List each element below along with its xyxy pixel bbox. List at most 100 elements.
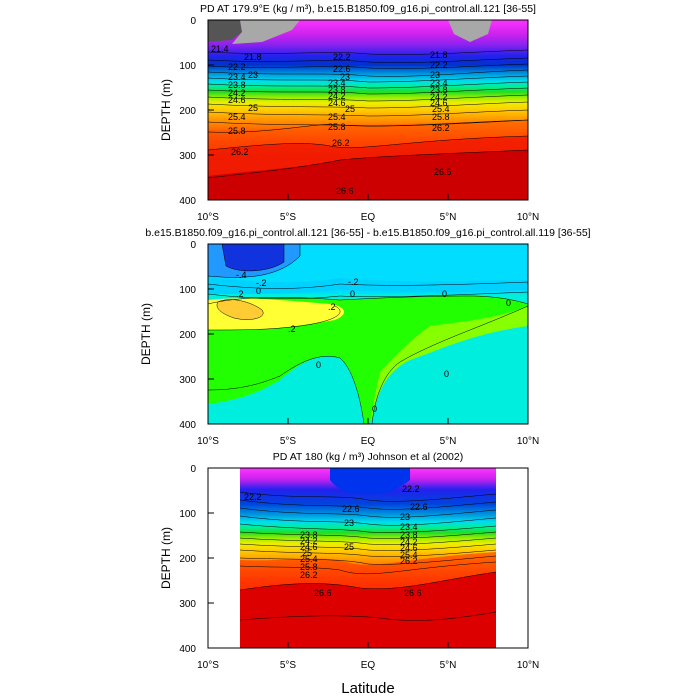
y-tick-label: 400 [179, 420, 196, 431]
contour-label: 24.2 [400, 537, 418, 547]
panel-1-ylabel: DEPTH (m) [159, 79, 173, 141]
contour-label: 24.6 [400, 543, 418, 553]
contour-label: 25.4 [432, 104, 450, 114]
contour-label: 25.4 [400, 550, 418, 560]
contour-label: 26.2 [231, 147, 249, 157]
panel-1-ticks [207, 19, 529, 201]
contour-label: 22.2 [402, 484, 420, 494]
panel-2-contours [208, 244, 528, 424]
panel-2-contour-labels: -.4 -.2 0 .2 -.2 0 .2 .2 0 0 0 0 0 [236, 270, 511, 414]
x-tick-label: 5°S [280, 660, 297, 671]
panel-2-y-tick-labels: 0 100 200 300 400 [179, 240, 196, 431]
contour-label: 25 [345, 104, 355, 114]
x-axis-label: Latitude [341, 680, 394, 697]
contour-label: 0 [350, 289, 355, 299]
contour-label: 26.2 [332, 138, 350, 148]
x-tick-label: 10°N [517, 660, 539, 671]
contour-label: 23 [248, 70, 258, 80]
contour-label: .2 [328, 302, 336, 312]
contour-label: -.2 [348, 277, 359, 287]
y-tick-label: 400 [179, 196, 196, 207]
x-tick-label: 5°N [440, 436, 457, 447]
x-tick-label: EQ [361, 212, 376, 223]
contour-label: 25.8 [432, 112, 450, 122]
panel-3-ticks [207, 467, 529, 649]
y-tick-label: 400 [179, 644, 196, 655]
y-tick-label: 0 [190, 240, 196, 251]
panel-3: PD AT 180 (kg / m³) Johnson et al (2002)… [159, 451, 539, 671]
y-tick-label: 100 [179, 61, 196, 72]
x-tick-label: 10°S [197, 660, 219, 671]
contour-label: 25.8 [228, 126, 246, 136]
contour-label: 26.6 [336, 186, 354, 196]
contour-label: 23.8 [400, 530, 418, 540]
contour-label: 23 [400, 512, 410, 522]
x-tick-label: 5°S [280, 436, 297, 447]
contour-label: 24.2 [328, 91, 346, 101]
y-tick-label: 0 [190, 16, 196, 27]
contour-label: 0 [256, 286, 261, 296]
x-tick-label: 10°S [197, 436, 219, 447]
contour-label: 24.6 [430, 98, 448, 108]
contour-label: 23.8 [228, 80, 246, 90]
contour-label: 22.6 [410, 502, 428, 512]
panel-3-title: PD AT 180 (kg / m³) Johnson et al (2002) [273, 451, 463, 463]
panel-3-y-tick-labels: 0 100 200 300 400 [179, 464, 196, 655]
contour-label: 26.6 [434, 167, 452, 177]
contour-label: 21.4 [211, 44, 229, 54]
contour-label: 23.4 [430, 78, 448, 88]
contour-label: 25 [248, 103, 258, 113]
contour-label: 25 [302, 548, 312, 558]
contour-label: 21.8 [430, 50, 448, 60]
contour-label: 21.8 [244, 52, 262, 62]
contour-label: 23 [340, 72, 350, 82]
contour-label: 26.2 [432, 123, 450, 133]
contour-label: 23.4 [328, 78, 346, 88]
panel-1-contours [208, 49, 528, 179]
contour-label: 23 [430, 70, 440, 80]
panel-2-ticks [207, 243, 529, 425]
x-tick-label: 10°S [197, 212, 219, 223]
panel-2-x-tick-labels: 10°S 5°S EQ 5°N 10°N [197, 436, 539, 447]
x-tick-label: 10°N [517, 212, 539, 223]
y-tick-label: 200 [179, 330, 196, 341]
contour-label: 24.6 [300, 542, 318, 552]
panel-2-title: b.e15.B1850.f09_g16.pi_control.all.121 [… [145, 227, 590, 239]
panel-1-title: PD AT 179.9°E (kg / m³), b.e15.B1850.f09… [200, 3, 536, 15]
panel-3-contour-labels: 22.2 22.2 22.6 22.6 23 23 23.4 23.8 23.8… [244, 484, 428, 598]
contour-label: 22.6 [333, 64, 351, 74]
contour-label: 25.4 [228, 112, 246, 122]
y-tick-label: 100 [179, 285, 196, 296]
panel-3-fill [240, 468, 496, 648]
contour-label: 0 [444, 369, 449, 379]
x-tick-label: 5°N [440, 660, 457, 671]
contour-label: 25.4 [300, 554, 318, 564]
panel-2-fill [208, 244, 528, 424]
contour-label: .2 [236, 289, 244, 299]
contour-label: 0 [372, 404, 377, 414]
contour-label: 25 [344, 542, 354, 552]
y-tick-label: 200 [179, 106, 196, 117]
contour-label: 23.4 [400, 522, 418, 532]
contour-label: 22.2 [333, 52, 351, 62]
contour-label: 22.2 [430, 60, 448, 70]
contour-label: 24.6 [228, 95, 246, 105]
x-tick-label: 5°S [280, 212, 297, 223]
y-tick-label: 300 [179, 599, 196, 610]
panel-1-y-tick-labels: 0 100 200 300 400 [179, 16, 196, 207]
x-tick-label: 10°N [517, 436, 539, 447]
contour-label: 25.8 [328, 122, 346, 132]
x-tick-label: EQ [361, 660, 376, 671]
contour-label: -.4 [236, 270, 247, 280]
contour-label: 23.4 [228, 72, 246, 82]
contour-label: -.2 [256, 278, 267, 288]
contour-label: 22.2 [244, 492, 262, 502]
x-tick-label: EQ [361, 436, 376, 447]
contour-label: 22.6 [342, 504, 360, 514]
panel-1-x-tick-labels: 10°S 5°S EQ 5°N 10°N [197, 212, 539, 223]
y-tick-label: 200 [179, 554, 196, 565]
contour-label: 24.2 [430, 92, 448, 102]
contour-label: 26.6 [314, 588, 332, 598]
contour-label: 0 [506, 298, 511, 308]
